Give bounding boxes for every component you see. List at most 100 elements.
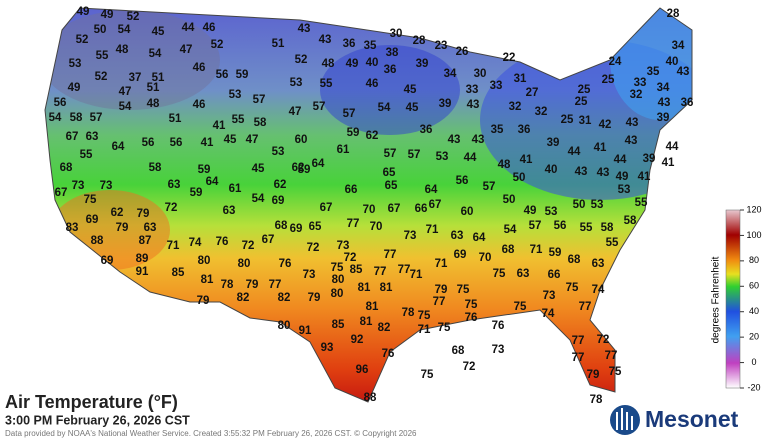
station-temp: 69 — [454, 249, 467, 261]
station-temp: 59 — [347, 127, 360, 139]
station-temp: 73 — [100, 180, 113, 192]
station-temp: 75 — [331, 262, 344, 274]
us-outline — [44, 7, 693, 403]
station-temp: 56 — [554, 220, 567, 232]
station-temp: 33 — [634, 77, 647, 89]
station-temp: 39 — [439, 98, 452, 110]
station-temp: 57 — [384, 148, 397, 160]
station-temp: 39 — [643, 153, 656, 165]
station-temp: 79 — [197, 295, 210, 307]
station-temp: 69 — [272, 195, 285, 207]
station-temp: 58 — [601, 222, 614, 234]
station-temp: 58 — [149, 162, 162, 174]
station-temp: 50 — [503, 194, 516, 206]
station-temp: 23 — [435, 40, 448, 52]
station-temp: 79 — [246, 279, 259, 291]
station-temp: 44 — [614, 154, 627, 166]
station-temp: 32 — [535, 106, 548, 118]
station-temp: 79 — [308, 292, 321, 304]
station-temp: 45 — [406, 102, 419, 114]
station-temp: 64 — [425, 184, 438, 196]
station-temp: 53 — [69, 58, 82, 70]
station-temp: 89 — [136, 253, 149, 265]
station-temp: 56 — [54, 97, 67, 109]
station-temp: 35 — [491, 124, 504, 136]
station-temp: 65 — [383, 167, 396, 179]
station-temp: 40 — [545, 164, 558, 176]
station-temp: 80 — [238, 258, 251, 270]
station-temp: 71 — [435, 258, 448, 270]
station-temp: 41 — [520, 154, 533, 166]
station-temp: 88 — [364, 392, 377, 404]
station-temp: 44 — [182, 22, 195, 34]
station-temp: 88 — [91, 235, 104, 247]
station-temp: 69 — [290, 223, 303, 235]
station-temp: 77 — [374, 266, 387, 278]
station-temp: 46 — [203, 22, 216, 34]
station-temp: 93 — [321, 342, 334, 354]
station-temp: 91 — [136, 266, 149, 278]
station-temp: 46 — [193, 62, 206, 74]
colorbar — [725, 209, 741, 389]
station-temp: 45 — [152, 26, 165, 38]
station-temp: 31 — [514, 73, 527, 85]
station-temp: 55 — [635, 197, 648, 209]
station-temp: 40 — [666, 56, 679, 68]
station-temp: 57 — [253, 94, 266, 106]
station-temp: 31 — [579, 115, 592, 127]
station-temp: 81 — [366, 301, 379, 313]
station-temp: 77 — [572, 335, 585, 347]
station-temp: 73 — [337, 240, 350, 252]
station-temp: 47 — [180, 44, 193, 56]
station-temp: 76 — [492, 320, 505, 332]
station-temp: 55 — [320, 78, 333, 90]
station-temp: 66 — [345, 184, 358, 196]
station-temp: 71 — [530, 244, 543, 256]
station-temp: 70 — [370, 221, 383, 233]
station-temp: 48 — [147, 98, 160, 110]
station-temp: 55 — [606, 237, 619, 249]
station-temp: 51 — [152, 72, 165, 84]
station-temp: 67 — [55, 187, 68, 199]
station-temp: 39 — [416, 58, 429, 70]
station-temp: 57 — [313, 101, 326, 113]
station-temp: 56 — [142, 137, 155, 149]
station-temp: 76 — [279, 258, 292, 270]
station-temp: 47 — [246, 134, 259, 146]
station-temp: 75 — [514, 301, 527, 313]
station-temp: 79 — [587, 369, 600, 381]
station-temp: 32 — [509, 101, 522, 113]
station-temp: 77 — [605, 350, 618, 362]
stations: 49 49 52 50 54 45 44 46 52 48 54 47 52 51 43 43 36 35 38 30… — [49, 6, 694, 406]
station-temp: 80 — [198, 255, 211, 267]
station-temp: 25 — [575, 96, 588, 108]
station-temp: 85 — [332, 319, 345, 331]
station-temp: 67 — [429, 199, 442, 211]
station-temp: 73 — [404, 230, 417, 242]
station-temp: 63 — [451, 230, 464, 242]
station-temp: 55 — [80, 149, 93, 161]
station-temp: 77 — [384, 249, 397, 261]
station-temp: 71 — [426, 224, 439, 236]
station-temp: 59 — [298, 164, 311, 176]
station-temp: 67 — [320, 202, 333, 214]
station-temp: 30 — [474, 68, 487, 80]
station-temp: 57 — [90, 112, 103, 124]
station-temp: 36 — [681, 97, 694, 109]
station-temp: 72 — [242, 240, 255, 252]
station-temp: 72 — [165, 202, 178, 214]
station-temp: 25 — [602, 74, 615, 86]
station-temp: 63 — [223, 205, 236, 217]
station-temp: 53 — [545, 206, 558, 218]
station-temp: 59 — [549, 247, 562, 259]
station-temp: 68 — [452, 345, 465, 357]
colorbar-tick-label: 20 — [749, 332, 759, 342]
station-temp: 25 — [561, 114, 574, 126]
station-temp: 67 — [66, 131, 79, 143]
station-temp: 53 — [290, 77, 303, 89]
station-temp: 80 — [278, 320, 291, 332]
station-temp: 49 — [68, 82, 81, 94]
station-temp: 44 — [464, 152, 477, 164]
colorbar-tick-label: 100 — [746, 230, 761, 240]
station-temp: 67 — [388, 203, 401, 215]
